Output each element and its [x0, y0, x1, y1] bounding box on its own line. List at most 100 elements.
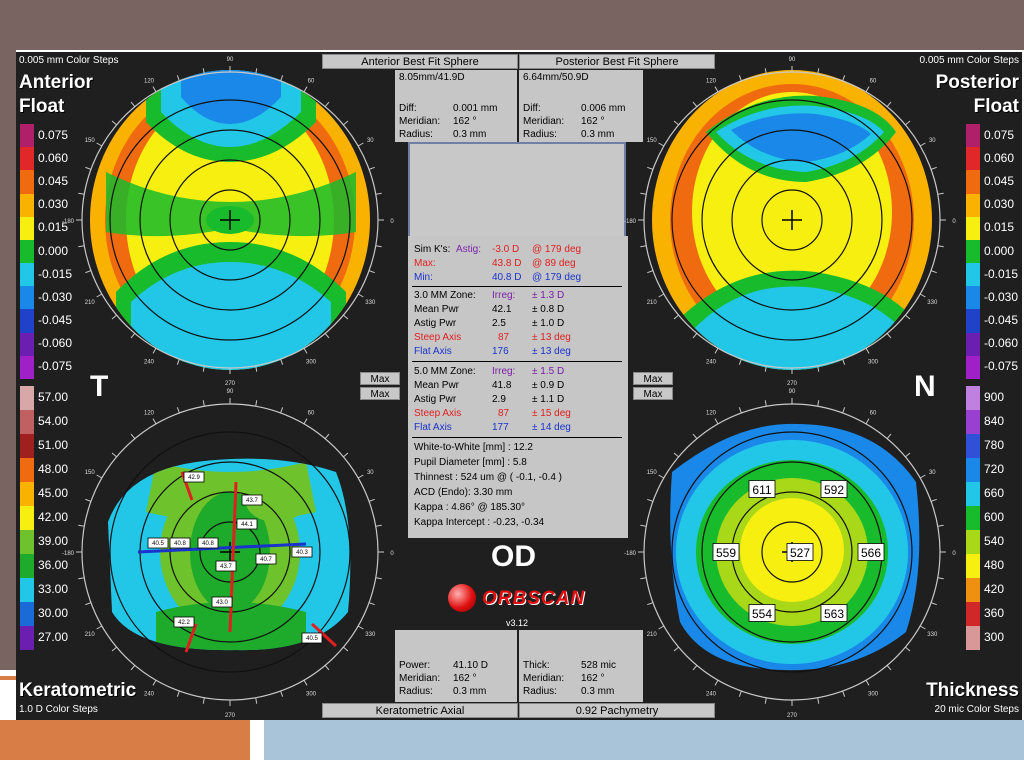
posterior-bfs-header[interactable]: Posterior Best Fit Sphere	[519, 54, 715, 69]
anterior-tick	[280, 75, 284, 82]
pachymetry-header[interactable]: 0.92 Pachymetry	[519, 703, 715, 718]
max-button-posterior[interactable]: Max	[633, 372, 673, 385]
legend-value: 300	[984, 630, 1005, 644]
anterior-tick	[368, 166, 375, 170]
keratometric-axial-header[interactable]: Keratometric Axial	[322, 703, 518, 718]
zone5-flat: 177	[492, 422, 509, 433]
posterior-label: Posterior	[935, 72, 1019, 93]
legend-value: 27.00	[38, 630, 69, 644]
pachy-value: 592	[824, 483, 844, 497]
legend-swatch	[20, 332, 34, 356]
anterior-meridian: 162 °	[453, 116, 477, 127]
legend-value: 840	[984, 414, 1005, 428]
kerato-tick	[303, 679, 308, 686]
anterior-tick	[176, 75, 180, 82]
anterior-tick	[343, 120, 349, 126]
anterior-tick	[96, 142, 103, 147]
posterior-tick	[865, 86, 870, 93]
kerato-axis-label: -180	[62, 551, 75, 557]
legend-value: -0.075	[38, 359, 73, 374]
legend-swatch	[966, 332, 980, 356]
anterior-ring	[169, 159, 291, 281]
anterior-tick	[255, 68, 258, 75]
legend-value: 900	[984, 390, 1005, 404]
anterior-tick	[324, 333, 330, 339]
posterior-tick	[930, 270, 937, 274]
anterior-bfs-header[interactable]: Anterior Best Fit Sphere	[322, 54, 518, 69]
anterior-axis-label: 210	[85, 300, 96, 306]
steep-marker-line	[310, 622, 338, 648]
legend-value: 0.060	[984, 150, 1015, 165]
posterior-axis-label: 270	[787, 381, 798, 387]
float-legend-right: 0.075 0.060 0.045 0.030 0.015 0.000 -0.015 -0.0…	[966, 124, 1018, 379]
pachy-tick	[842, 407, 846, 414]
posterior-tick	[919, 142, 926, 147]
pachy-value-box	[748, 604, 776, 622]
legend-swatch	[966, 506, 980, 530]
pachy-tick	[886, 665, 892, 671]
simk-astig: -3.0 D	[492, 244, 520, 255]
anterior-axis-label: 270	[225, 381, 236, 387]
anterior-axis-label: 0	[390, 219, 394, 225]
color-steps-bottom-right: 20 mic Color Steps	[934, 704, 1019, 715]
zone5-mean: 41.8	[492, 380, 512, 391]
pachy-tick	[714, 418, 719, 425]
pachy-value-box	[820, 480, 848, 498]
legend-swatch	[20, 216, 34, 240]
legend-swatch	[966, 530, 980, 554]
kerato-axis-label: 240	[144, 691, 155, 697]
anterior-tick	[78, 192, 85, 195]
legend-swatch	[966, 554, 980, 578]
legend-swatch	[20, 458, 34, 482]
max-button-kerato[interactable]: Max	[360, 387, 400, 400]
legend-swatch	[966, 602, 980, 626]
simk-label: Sim K's:	[414, 244, 451, 255]
posterior-tick	[658, 142, 665, 147]
pachy-tick	[919, 625, 926, 630]
kerato-tick	[176, 407, 180, 414]
zone5-irreg-label: Irreg:	[492, 366, 516, 377]
kerato-value: 42.9	[188, 475, 200, 481]
kerato-tick	[280, 690, 284, 697]
legend-swatch	[20, 434, 34, 458]
kerato-tick	[324, 665, 330, 671]
kerato-value-box	[215, 560, 237, 572]
posterior-tick	[692, 101, 698, 107]
slide-footer-blue	[264, 720, 1024, 760]
anterior-axis-label: 240	[144, 359, 155, 365]
anterior-tick	[324, 101, 330, 107]
posterior-ring	[731, 159, 853, 281]
posterior-tick	[905, 314, 911, 320]
anterior-sphere: 8.05mm/41.9D	[399, 72, 465, 83]
posterior-tick	[919, 293, 926, 298]
posterior-tick	[842, 75, 846, 82]
legend-swatch	[20, 147, 34, 171]
zone5-astig-pm: ± 1.1 D	[532, 394, 565, 405]
kerato-value: 40.5	[152, 541, 164, 547]
kerato-tick	[357, 625, 364, 630]
pachy-tick	[738, 690, 742, 697]
max-button-pachy[interactable]: Max	[633, 387, 673, 400]
posterior-axis-label: 150	[647, 138, 658, 144]
pachy-thick: 528 mic	[581, 660, 617, 671]
zone5-astig-label: Astig Pwr	[414, 394, 457, 405]
kerato-tick	[357, 474, 364, 479]
pachy-tick	[673, 452, 679, 458]
kerato-tick	[96, 474, 103, 479]
kerato-axis-label: 90	[227, 389, 234, 395]
kerato-info-box: Power: 41.10 D Meridian: 162 ° Radius: 0…	[395, 630, 517, 702]
max-button-anterior[interactable]: Max	[360, 372, 400, 385]
legend-value: 39.00	[38, 534, 69, 548]
posterior-axis-label: 90	[789, 57, 796, 63]
pachy-tick	[764, 400, 767, 407]
pachy-thick-label: Thick:	[523, 660, 550, 671]
posterior-tick	[817, 68, 820, 75]
kerato-tick	[375, 524, 382, 527]
zone5-irreg: ± 1.5 D	[532, 366, 565, 377]
pachy-axis-label: 120	[706, 411, 717, 417]
kerato-ring	[109, 431, 351, 673]
posterior-tick	[817, 365, 820, 372]
eye-label: OD	[491, 540, 536, 573]
kerato-value: 43.0	[216, 600, 228, 606]
pachy-tick	[905, 646, 911, 652]
